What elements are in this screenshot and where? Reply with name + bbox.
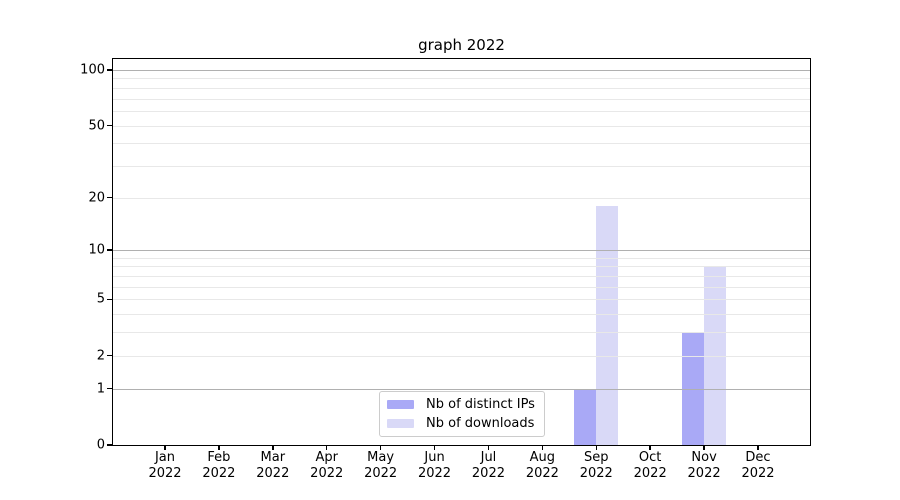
x-axis-tick-label: Nov 2022 [688, 450, 721, 482]
x-axis-tick-label: Oct 2022 [634, 450, 667, 482]
gridline-major [113, 388, 810, 390]
x-axis-tick-label-line: 2022 [687, 466, 721, 481]
y-axis-tick-label: 5 [96, 291, 105, 307]
gridline-minor [113, 299, 810, 301]
x-axis-tick-label: Feb 2022 [202, 450, 235, 482]
gridline-minor [113, 78, 810, 80]
x-axis-tick-label-line: 2022 [202, 466, 236, 481]
gridline-major [113, 70, 810, 71]
x-axis-tick-label-line: Mar [260, 450, 286, 465]
x-axis-tick [487, 445, 490, 450]
x-axis-tick-label-line: May [367, 450, 395, 465]
x-axis-tick-label-line: Sep [584, 450, 609, 465]
y-axis-tick-label: 1 [96, 381, 105, 397]
x-axis-tick-label: Aug 2022 [526, 450, 559, 482]
x-axis-tick-label: Jul 2022 [472, 450, 505, 482]
gridline-minor [113, 276, 810, 278]
x-axis-tick-label-line: 2022 [148, 466, 182, 481]
x-axis-tick-label-line: 2022 [525, 466, 559, 481]
legend-swatch-distinct-ips [387, 400, 414, 409]
x-axis-tick-label-line: Jan [154, 450, 176, 465]
gridline-major [113, 250, 810, 252]
x-axis-tick-label: Mar 2022 [256, 450, 289, 482]
x-axis-tick-label-line: 2022 [471, 466, 505, 481]
y-axis-tick [107, 249, 113, 251]
gridline-minor [113, 257, 810, 259]
y-axis-tick-label: 20 [88, 190, 105, 206]
y-axis-tick-label: 10 [88, 242, 105, 258]
legend-label-distinct-ips: Nb of distinct IPs [426, 397, 535, 412]
y-axis-tick [107, 196, 113, 199]
gridline-minor [113, 332, 810, 334]
y-axis-tick-label: 0 [96, 437, 105, 453]
x-axis-tick-label-line: 2022 [741, 466, 775, 481]
x-axis-tick [703, 445, 705, 450]
y-axis-tick [107, 124, 113, 127]
legend: Nb of distinct IPs Nb of downloads [379, 391, 545, 437]
gridline-minor [113, 110, 810, 112]
x-axis-tick-label-line: Nov [691, 450, 717, 465]
bar-distinct-ips [682, 332, 705, 445]
x-axis-tick-label-line: Dec [745, 450, 771, 465]
gridline-minor [113, 266, 810, 268]
legend-label-downloads: Nb of downloads [426, 416, 535, 431]
y-axis-tick-label: 100 [80, 62, 105, 78]
gridline-minor [113, 143, 810, 145]
bar-distinct-ips [574, 388, 597, 445]
x-axis-tick [649, 445, 651, 450]
x-axis-tick [164, 445, 166, 450]
x-axis-tick-label-line: 2022 [364, 466, 398, 481]
gridline-minor [113, 314, 810, 316]
gridline-minor [113, 165, 810, 167]
gridline-minor [113, 355, 810, 357]
gridline-minor [113, 286, 810, 288]
x-axis-tick-label: Sep 2022 [580, 450, 613, 482]
x-axis-tick-label-line: Jul [480, 450, 497, 465]
x-axis-tick-label-line: Oct [638, 450, 662, 465]
x-axis-tick-label-line: 2022 [310, 466, 344, 481]
legend-entry-distinct-ips: Nb of distinct IPs [387, 397, 535, 412]
x-axis-tick [433, 445, 436, 450]
x-axis-tick [218, 445, 220, 450]
y-axis-tick [107, 69, 113, 71]
x-axis-tick-label: Jun 2022 [418, 450, 451, 482]
legend-entry-downloads: Nb of downloads [387, 416, 535, 431]
x-axis-tick [325, 445, 328, 450]
y-axis-tick [107, 387, 113, 390]
x-axis-tick-label: May 2022 [364, 450, 397, 482]
x-axis-tick-label-line: 2022 [417, 466, 452, 481]
gridline-minor [113, 197, 810, 199]
bar-downloads [596, 205, 619, 445]
x-axis-tick-label-line: Apr [315, 450, 338, 465]
y-axis-tick [107, 354, 113, 357]
x-axis-tick [541, 445, 544, 450]
x-axis-tick-label-line: Feb [207, 450, 231, 465]
x-axis-tick-label: Jan 2022 [148, 450, 181, 482]
legend-swatch-downloads [387, 419, 414, 428]
x-axis-tick [595, 445, 598, 450]
x-axis-tick-label-line: 2022 [579, 466, 613, 481]
y-axis-tick [107, 298, 113, 301]
gridline-minor [113, 125, 810, 127]
gridline-minor [113, 98, 810, 100]
gridline-minor [113, 87, 810, 89]
x-axis-tick-label-line: 2022 [256, 466, 290, 481]
x-axis-tick-label-line: 2022 [633, 466, 667, 481]
x-axis-tick [757, 445, 759, 450]
y-axis-tick [107, 444, 113, 446]
x-axis-tick-label: Dec 2022 [741, 450, 774, 482]
y-axis-tick-label: 50 [88, 118, 105, 134]
y-axis-tick-label: 2 [96, 348, 105, 364]
x-axis-tick-label-line: Aug [529, 450, 556, 465]
x-axis-tick [272, 445, 274, 450]
chart-title: graph 2022 [418, 36, 505, 54]
x-axis-tick-label: Apr 2022 [310, 450, 343, 482]
x-axis-tick [379, 445, 382, 450]
x-axis-tick-label-line: Jun [424, 450, 445, 465]
